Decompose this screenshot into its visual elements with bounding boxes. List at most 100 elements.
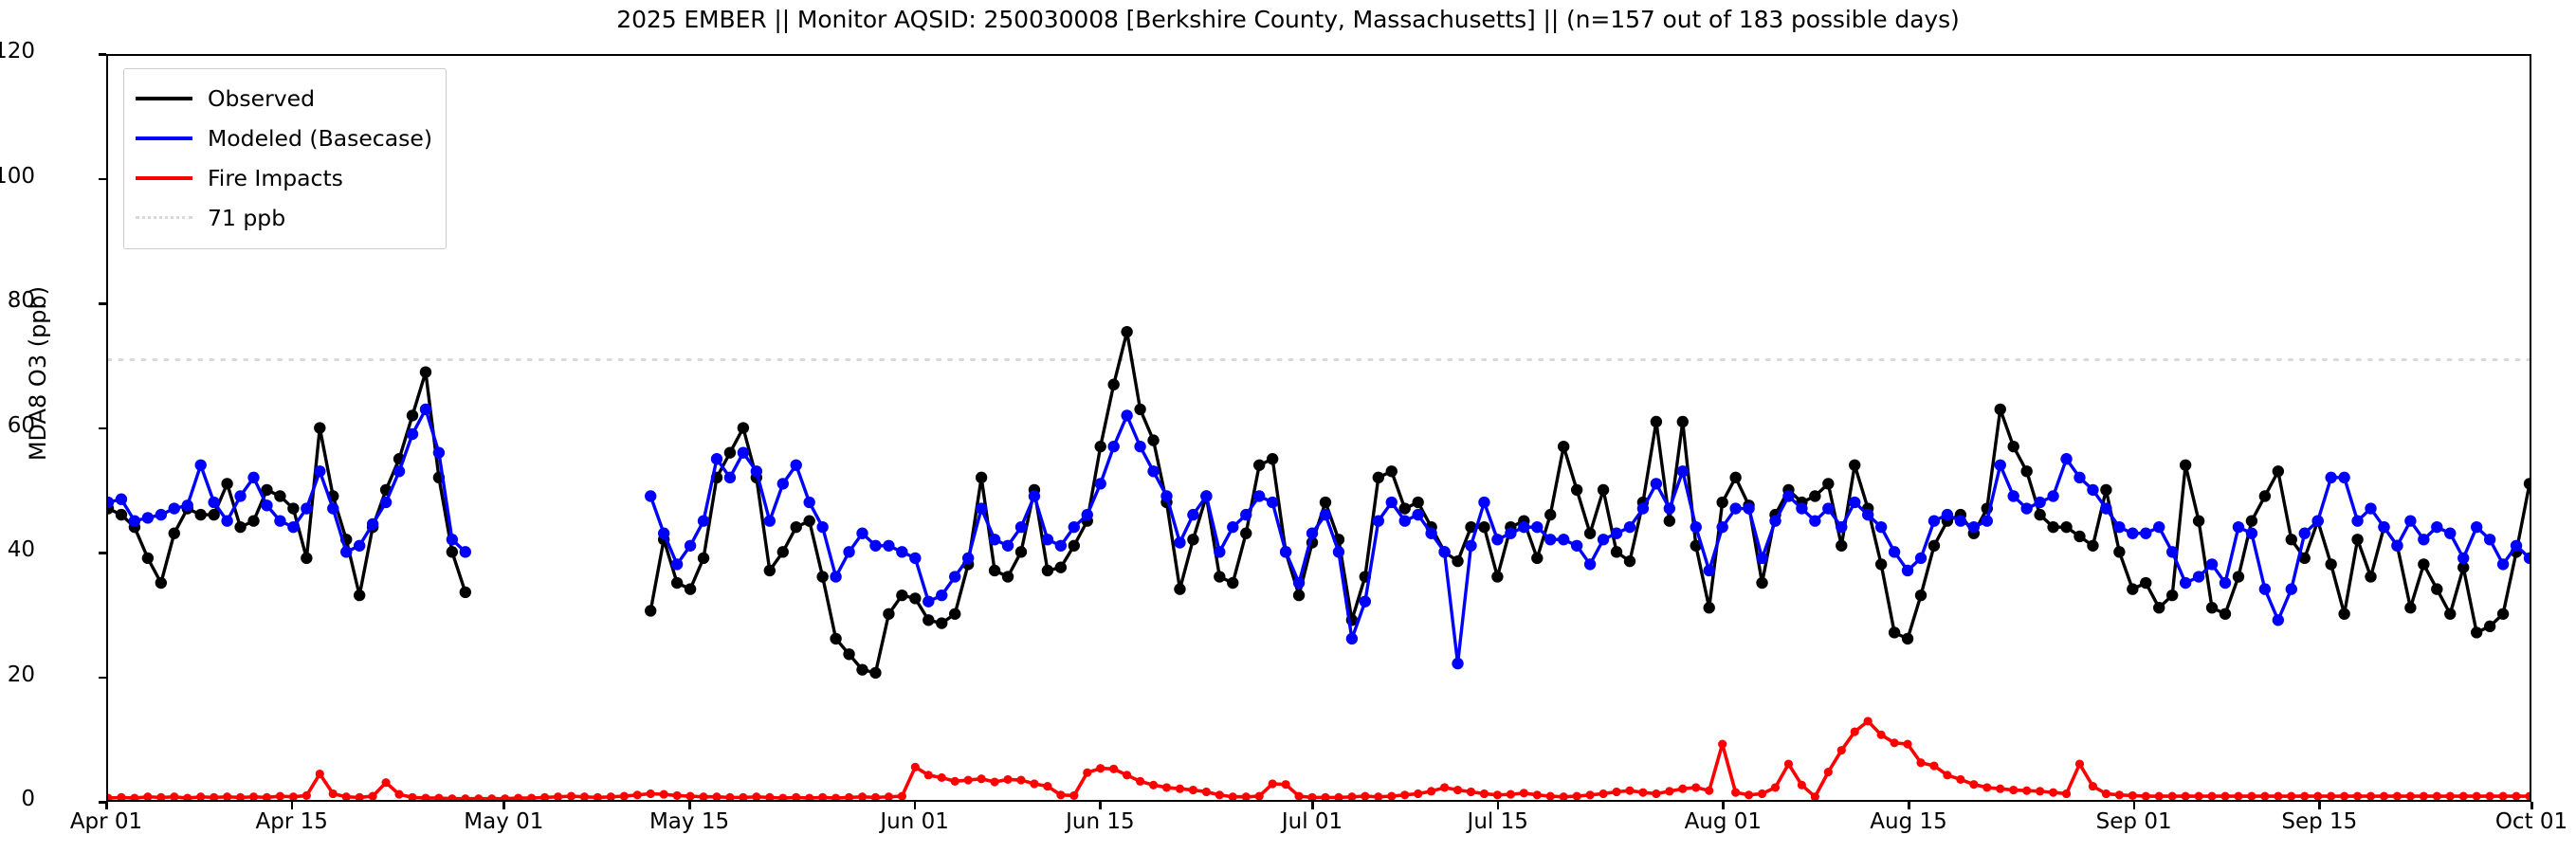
series-marker: [1081, 508, 1093, 521]
series-marker: [2007, 490, 2019, 502]
series-marker: [2445, 791, 2455, 800]
x-tick-mark: [290, 802, 294, 809]
series-marker: [1809, 515, 1821, 527]
series-marker: [909, 552, 922, 565]
series-marker: [2391, 539, 2403, 552]
series-marker: [1705, 786, 1714, 795]
series-marker: [2060, 453, 2073, 465]
series-marker: [2272, 465, 2285, 478]
y-tick-label: 120: [0, 39, 35, 64]
series-marker: [710, 453, 723, 465]
series-marker: [2061, 789, 2072, 799]
series-marker: [896, 546, 908, 558]
series-marker: [1427, 787, 1436, 796]
series-marker: [1014, 520, 1028, 534]
series-marker: [2167, 791, 2177, 800]
series-marker: [459, 586, 472, 599]
series-marker: [816, 520, 829, 534]
series-marker: [2485, 791, 2494, 800]
series-marker: [975, 471, 988, 484]
series-marker: [763, 515, 776, 527]
series-marker: [2007, 440, 2019, 453]
series-marker: [1623, 520, 1636, 534]
series-marker: [2444, 527, 2457, 539]
series-marker: [1691, 783, 1701, 792]
series-marker: [141, 552, 155, 565]
series-marker: [1016, 775, 1026, 785]
series-marker: [1757, 789, 1767, 799]
y-tick-label: 40: [7, 537, 35, 562]
series-marker: [1665, 787, 1674, 796]
series-marker: [221, 515, 233, 527]
series-marker: [2179, 459, 2192, 471]
series-marker: [1545, 791, 1555, 800]
series-marker: [141, 512, 155, 524]
series-marker: [1583, 558, 1597, 571]
series-marker: [1874, 558, 1888, 571]
series-marker: [2258, 490, 2272, 502]
series-marker: [685, 791, 695, 800]
series-marker: [1452, 785, 1463, 795]
series-marker: [1927, 539, 1941, 552]
series-marker: [1465, 539, 1477, 552]
series-marker: [869, 539, 882, 552]
series-marker: [1094, 478, 1106, 490]
x-tick-mark: [2318, 802, 2321, 809]
series-marker: [2207, 791, 2217, 800]
series-marker: [1214, 546, 1226, 558]
series-marker: [1438, 546, 1451, 558]
series-marker: [1861, 508, 1874, 521]
series-marker: [262, 792, 272, 800]
series-marker: [2512, 791, 2521, 800]
series-marker: [1994, 403, 2006, 416]
series-marker: [1319, 496, 1332, 509]
series-marker: [2523, 478, 2530, 490]
series-marker: [1107, 440, 1120, 453]
series-marker: [2048, 788, 2058, 797]
series-marker: [697, 515, 710, 527]
series-marker: [328, 789, 338, 799]
series-marker: [1901, 632, 1914, 645]
series-marker: [1266, 453, 1279, 465]
series-marker: [1729, 471, 1742, 484]
series-marker: [1810, 792, 1819, 800]
series-marker: [1770, 783, 1781, 792]
series-marker: [406, 409, 419, 422]
series-marker: [1914, 552, 1927, 565]
series-marker: [869, 666, 882, 680]
x-tick-mark: [1496, 802, 1500, 809]
series-marker: [2392, 791, 2402, 800]
series-marker: [1969, 780, 1979, 789]
series-marker: [2340, 791, 2349, 800]
x-tick-label: Oct 01: [2494, 809, 2568, 834]
series-marker: [1982, 783, 1992, 792]
series-marker: [2009, 785, 2019, 795]
series-marker: [1266, 496, 1279, 509]
series-marker: [844, 792, 854, 800]
series-marker: [1492, 790, 1502, 800]
series-marker: [1478, 520, 1490, 534]
series-marker: [1200, 490, 1213, 502]
series-marker: [949, 608, 961, 620]
series-marker: [248, 792, 259, 800]
series-marker: [2194, 791, 2203, 800]
x-tick-mark: [1099, 802, 1102, 809]
series-marker: [155, 576, 168, 590]
series-marker: [235, 792, 246, 800]
series-marker: [341, 792, 351, 800]
series-marker: [923, 771, 933, 780]
series-marker: [117, 792, 126, 800]
series-marker: [1849, 496, 1861, 509]
x-tick-label: May 15: [649, 809, 730, 834]
series-marker: [963, 775, 973, 785]
series-marker: [2113, 520, 2126, 534]
series-marker: [1941, 508, 1954, 521]
series-marker: [1094, 440, 1106, 453]
series-marker: [1663, 502, 1676, 515]
series-marker: [2483, 534, 2496, 546]
series-marker: [910, 762, 920, 771]
series-marker: [883, 608, 895, 620]
y-tick-label: 20: [7, 662, 35, 687]
series-marker: [1160, 490, 1173, 502]
legend-line-swatch-fire-impacts: [136, 168, 192, 189]
